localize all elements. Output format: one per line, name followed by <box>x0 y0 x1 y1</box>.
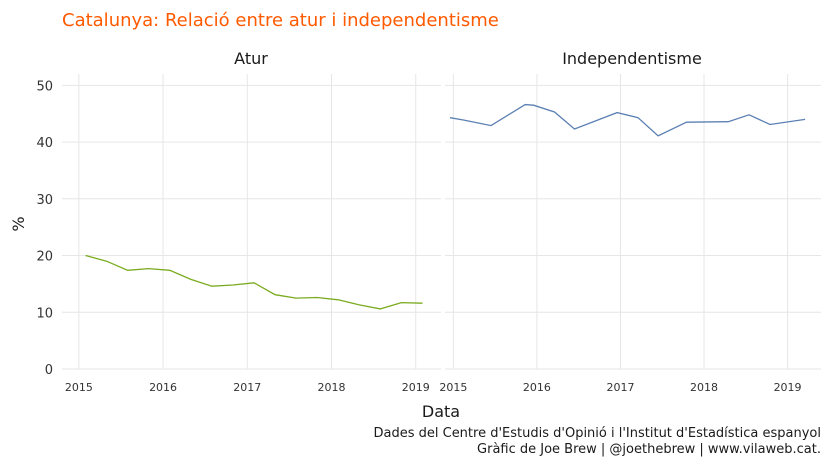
series-line-independentisme <box>449 103 806 137</box>
facet-panel-atur: 2015 2016 2017 2018 2019 <box>62 74 441 394</box>
x-tick-label: 2015 <box>439 381 467 394</box>
caption-source: Dades del Centre d'Estudis d'Opinió i l'… <box>373 426 821 441</box>
y-tick-label: 40 <box>36 136 53 151</box>
y-tick-label: 20 <box>36 250 53 265</box>
x-tick-label: 2018 <box>690 381 718 394</box>
y-tick-label: 0 <box>45 363 53 378</box>
y-axis: 0 10 20 30 40 50 <box>36 79 53 378</box>
facet-label-atur: Atur <box>234 49 268 68</box>
x-axis-label: Data <box>422 402 460 421</box>
y-tick-label: 10 <box>36 306 53 321</box>
x-tick-label: 2019 <box>774 381 802 394</box>
x-tick-label: 2019 <box>402 381 430 394</box>
x-tick-label: 2016 <box>523 381 551 394</box>
x-tick-label: 2015 <box>65 381 93 394</box>
chart-title: Catalunya: Relació entre atur i independ… <box>62 10 499 31</box>
x-tick-label: 2017 <box>233 381 261 394</box>
facet-panel-independentisme: 2015 2016 2017 2018 2019 <box>439 74 821 394</box>
y-tick-label: 30 <box>36 193 53 208</box>
caption-author: Gràfic de Joe Brew | @joethebrew | www.v… <box>477 442 821 457</box>
y-tick-label: 50 <box>36 79 53 94</box>
x-tick-label: 2017 <box>606 381 634 394</box>
x-tick-label: 2016 <box>149 381 177 394</box>
facet-label-independentisme: Independentisme <box>562 49 702 68</box>
y-axis-label: % <box>9 216 28 231</box>
series-line-atur <box>85 254 423 310</box>
x-tick-label: 2018 <box>318 381 346 394</box>
